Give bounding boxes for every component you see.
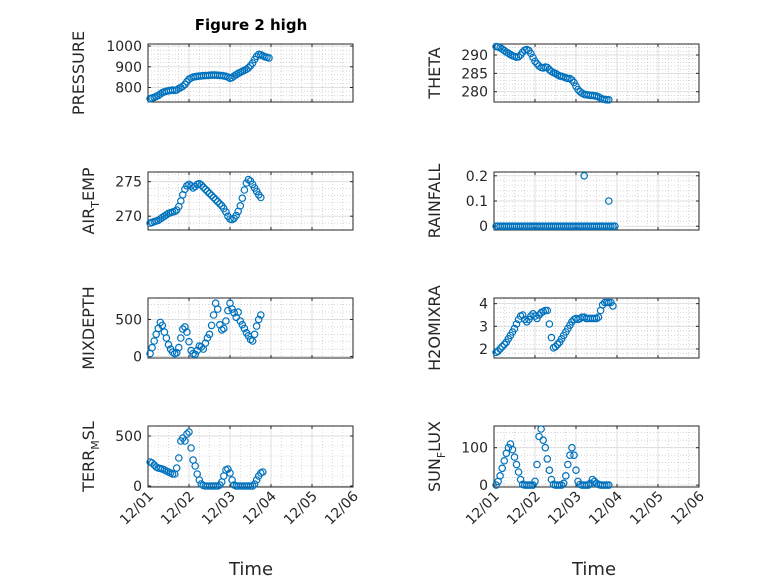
y-tick-label: 0 xyxy=(479,219,488,235)
subplot-mixdepth: 0 500 MIXDEPTH xyxy=(79,286,353,369)
y-tick-label: 500 xyxy=(115,429,142,445)
y-axis-label: SUNFLUX xyxy=(425,421,448,492)
y-axis-label: THETA xyxy=(425,47,444,99)
y-axis-label: TERRMSL xyxy=(79,421,102,493)
subplot-pressure: 800 900 1000 PRESSURE xyxy=(69,31,353,115)
data-point xyxy=(515,469,521,475)
x-tick-label: 12/05 xyxy=(627,489,667,529)
y-axis-label-main: RAINFALL xyxy=(425,164,444,239)
y-tick-label: 2 xyxy=(479,342,488,358)
x-tick-label: 12/02 xyxy=(158,489,198,529)
y-tick-label: 800 xyxy=(115,81,142,97)
y-axis-label-main: AIR xyxy=(79,208,98,235)
y-axis-label: MIXDEPTH xyxy=(79,286,98,369)
y-axis-label-main: H2OMIXRA xyxy=(425,285,444,371)
y-tick-label: 100 xyxy=(461,441,488,457)
data-point xyxy=(241,187,247,193)
y-tick-label: 0 xyxy=(479,478,488,494)
data-point xyxy=(221,325,227,331)
x-axis-label-right: Time xyxy=(571,559,616,580)
data-point xyxy=(501,458,507,464)
y-tick-label: 500 xyxy=(115,312,142,328)
y-tick-label: 280 xyxy=(461,85,488,101)
y-tick-label: 275 xyxy=(115,175,142,191)
data-point xyxy=(178,198,184,204)
y-tick-label: 1000 xyxy=(106,39,142,55)
data-point xyxy=(149,344,155,350)
data-point xyxy=(210,312,216,318)
y-axis-label-main: MIXDEPTH xyxy=(79,286,98,369)
y-tick-label: 4 xyxy=(479,297,488,313)
x-tick-label: 12/04 xyxy=(240,488,280,528)
y-axis-label-main: TERR xyxy=(79,450,98,493)
x-tick-label: 12/01 xyxy=(463,489,503,529)
figure: Figure 2 high Time Time 8009001000PRESSU… xyxy=(0,0,778,583)
data-point xyxy=(239,195,245,201)
x-tick-label: 12/04 xyxy=(586,488,626,528)
y-axis-label-tail: EMP xyxy=(79,167,98,201)
data-point xyxy=(565,461,571,467)
y-tick-label: 0 xyxy=(133,350,142,366)
y-axis-label-main: SUN xyxy=(425,458,444,492)
y-tick-label: 0.2 xyxy=(466,169,488,185)
data-point xyxy=(497,473,503,479)
x-tick-label: 12/03 xyxy=(545,489,585,529)
y-axis-label: PRESSURE xyxy=(69,31,88,115)
data-point xyxy=(538,426,544,432)
y-axis-label: RAINFALL xyxy=(425,164,444,239)
y-tick-label: 3 xyxy=(479,319,488,335)
x-tick-label: 12/06 xyxy=(322,488,362,528)
subplot-rainfall: 0 0.1 0.2 RAINFALL xyxy=(425,164,699,239)
y-tick-label: 290 xyxy=(461,48,488,64)
data-point xyxy=(513,461,519,467)
x-tick-label: 12/02 xyxy=(504,489,544,529)
y-axis-label-tail: SL xyxy=(79,421,98,440)
data-point xyxy=(536,433,542,439)
subplot-theta: 280 285 290 THETA xyxy=(425,43,699,103)
y-axis-label-sub: M xyxy=(89,440,102,450)
y-tick-label: 0.1 xyxy=(466,194,488,210)
y-tick-label: 285 xyxy=(461,66,488,82)
data-point xyxy=(544,456,550,462)
y-axis-label-main: THETA xyxy=(425,47,444,99)
x-axis-label-left: Time xyxy=(228,559,273,580)
y-axis-label-main: PRESSURE xyxy=(69,31,88,115)
data-point xyxy=(563,473,569,479)
data-point xyxy=(223,318,229,324)
y-axis-label: H2OMIXRA xyxy=(425,285,444,371)
y-tick-label: 270 xyxy=(115,209,142,225)
figure-title: Figure 2 high xyxy=(195,16,308,34)
data-point xyxy=(151,338,157,344)
y-axis-label: AIRTEMP xyxy=(79,167,102,234)
data-point xyxy=(253,323,259,329)
x-tick-label: 12/06 xyxy=(668,488,708,528)
axes-box xyxy=(148,44,353,102)
x-tick-label: 12/05 xyxy=(281,489,321,529)
axes-box xyxy=(148,172,353,230)
subplot-sun-flux: 0 100 12/01 12/02 12/03 12/04 12/05 12/06 SUNFLU… xyxy=(425,421,708,528)
x-tick-label: 12/03 xyxy=(199,489,239,529)
subplot-h2omixra: 2 3 4 H2OMIXRA xyxy=(425,285,699,371)
data-point xyxy=(215,306,221,312)
subplot-air-temp: 270 275 AIRTEMP xyxy=(79,167,353,234)
data-point xyxy=(192,463,198,469)
y-tick-label: 900 xyxy=(115,60,142,76)
y-axis-label-tail: LUX xyxy=(425,421,444,452)
